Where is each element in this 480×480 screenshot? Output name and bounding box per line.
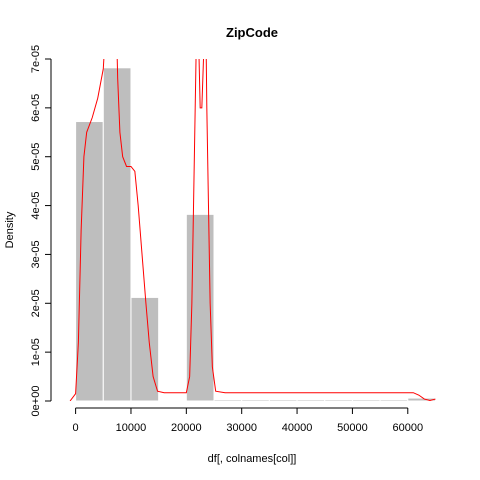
histogram-bar xyxy=(324,399,353,402)
chart-title: ZipCode xyxy=(226,25,278,40)
histogram-bar xyxy=(213,399,243,402)
density-curve xyxy=(69,59,436,401)
histogram-bar xyxy=(268,399,298,402)
y-tick-label: 5e-05 xyxy=(30,143,42,171)
y-tick-label: 0e+00 xyxy=(30,386,42,417)
density-group xyxy=(69,59,436,401)
histogram-bar xyxy=(241,399,270,402)
x-axis-label: df[, colnames[col]] xyxy=(208,453,297,465)
x-tick-label: 60000 xyxy=(392,422,423,434)
y-tick-label: 7e-05 xyxy=(30,45,42,73)
y-tick-label: 6e-05 xyxy=(30,94,42,122)
x-tick-label: 30000 xyxy=(226,422,257,434)
histogram-bar xyxy=(296,399,326,402)
y-tick-label: 2e-05 xyxy=(30,289,42,317)
x-tick-label: 40000 xyxy=(282,422,313,434)
x-tick-label: 0 xyxy=(73,422,79,434)
histogram-bar xyxy=(379,399,409,402)
y-tick-label: 4e-05 xyxy=(30,192,42,220)
y-tick-label: 3e-05 xyxy=(30,240,42,268)
histogram-bar xyxy=(130,296,160,402)
histogram-bar xyxy=(75,121,104,402)
y-axis-label: Density xyxy=(4,211,16,248)
y-axis: 0e+00 1e-05 2e-05 3e-05 4e-05 5e-05 6e-05 7e-05 xyxy=(30,45,52,417)
histogram-bar xyxy=(102,67,132,402)
bars-group xyxy=(75,67,436,402)
x-axis: 0 10000 20000 30000 40000 50000 60000 xyxy=(73,407,423,434)
histogram-bar xyxy=(351,399,381,402)
x-tick-label: 20000 xyxy=(171,422,202,434)
y-tick-label: 1e-05 xyxy=(30,338,42,366)
x-tick-label: 50000 xyxy=(337,422,368,434)
x-tick-label: 10000 xyxy=(116,422,147,434)
